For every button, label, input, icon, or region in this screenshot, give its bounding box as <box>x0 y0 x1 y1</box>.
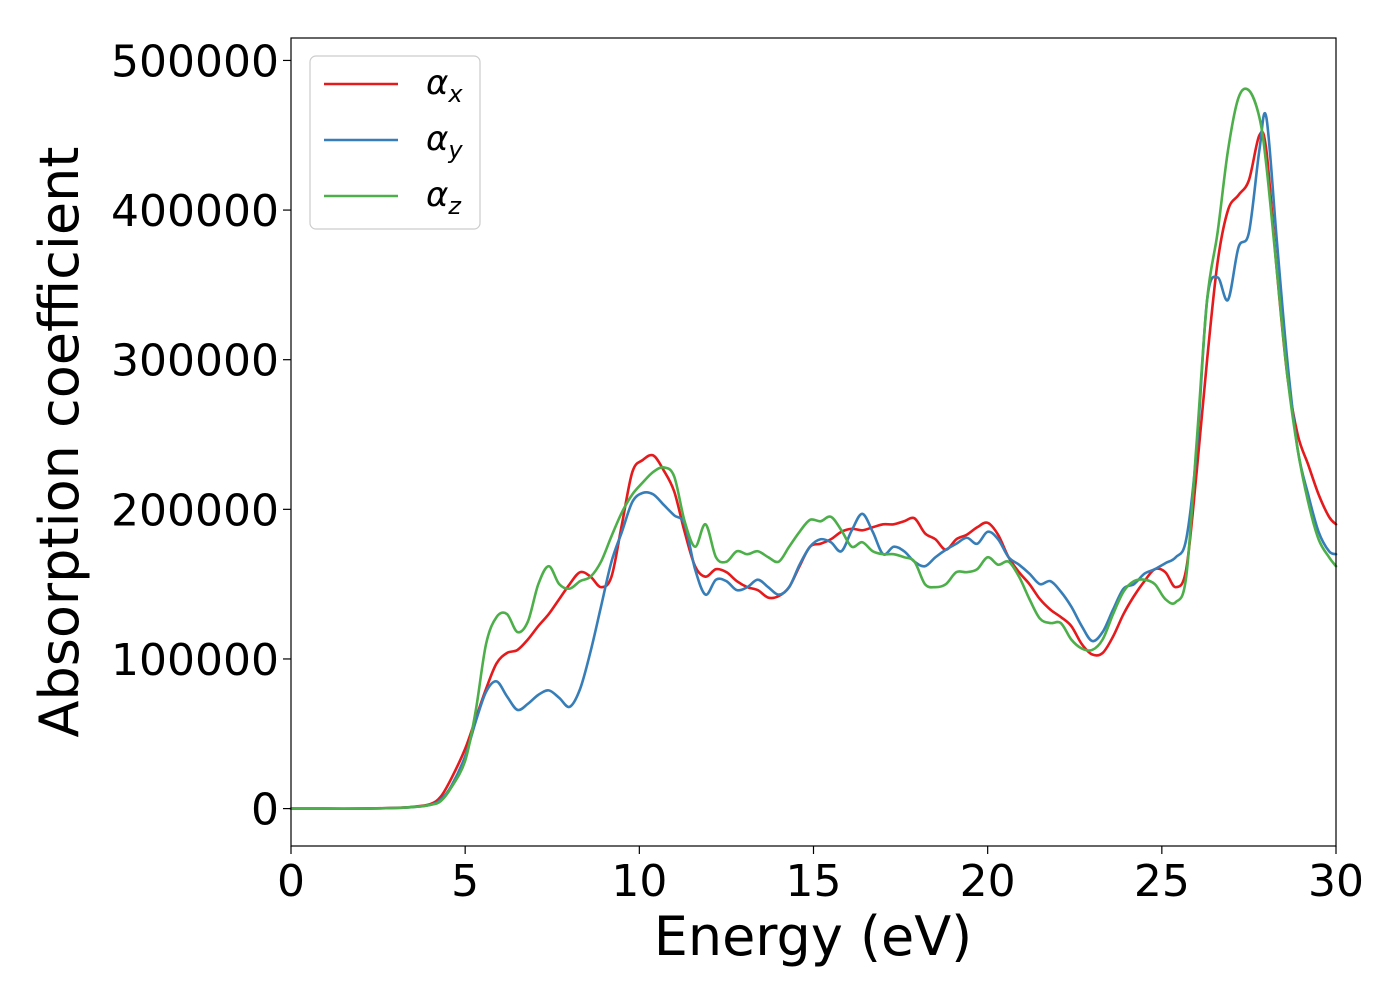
y-tick-label: 300000 <box>111 336 279 387</box>
y-tick-label: 500000 <box>111 36 279 87</box>
x-tick-label: 20 <box>960 856 1016 907</box>
legend-label-x: αx <box>426 63 463 108</box>
x-tick-label: 15 <box>786 856 842 907</box>
x-axis-label: Energy (eV) <box>654 905 973 968</box>
y-tick-label: 100000 <box>111 635 279 686</box>
x-tick-label: 25 <box>1134 856 1190 907</box>
legend-box <box>309 55 481 230</box>
legend: αx αy αz <box>309 55 481 230</box>
x-tick-label: 0 <box>277 856 305 907</box>
y-tick-label: 0 <box>251 785 279 836</box>
series-line-x <box>289 130 1338 810</box>
y-axis-ticks: 0 100000 200000 300000 400000 500000 <box>111 36 291 836</box>
series-layer <box>289 87 1338 810</box>
series-line-z <box>289 87 1338 810</box>
x-tick-label: 5 <box>451 856 479 907</box>
legend-label-z: αz <box>426 175 462 220</box>
x-tick-label: 30 <box>1308 856 1364 907</box>
y-axis-label: Absorption coefficient <box>28 147 91 738</box>
x-tick-label: 10 <box>611 856 667 907</box>
y-tick-label: 400000 <box>111 186 279 237</box>
y-tick-label: 200000 <box>111 485 279 536</box>
legend-label-y: αy <box>426 119 463 164</box>
x-axis-ticks: 0 5 10 15 20 25 30 <box>277 846 1364 907</box>
